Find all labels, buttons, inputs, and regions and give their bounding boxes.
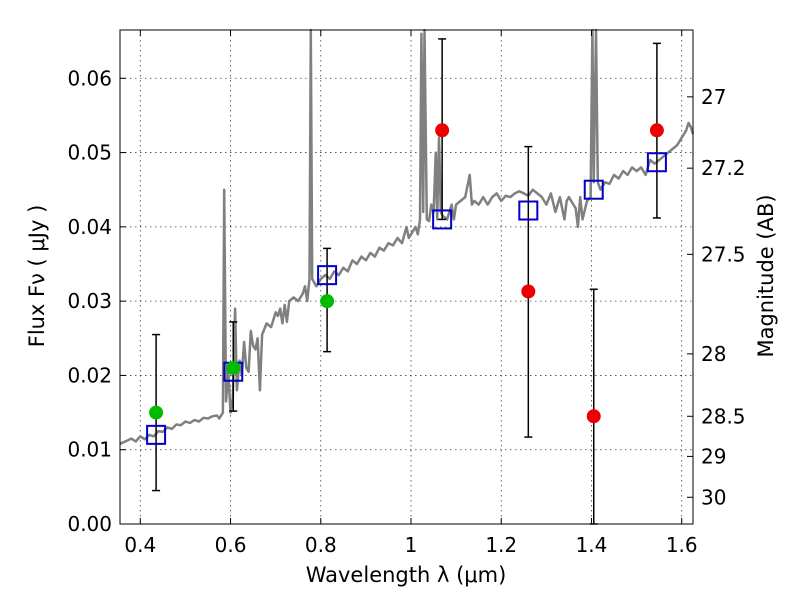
y2-tick-label: 27.2 (701, 156, 746, 180)
spectrum-layer (119, 28, 695, 445)
red-circle-marker (586, 409, 601, 424)
green-circle-marker (320, 294, 335, 309)
tick-layer (120, 30, 693, 525)
x-tick-label: 0.8 (305, 533, 337, 557)
model-square-marker (317, 265, 338, 286)
green-circle-marker (226, 361, 241, 375)
y-tick-label: 0.00 (67, 512, 112, 536)
marker-layer (146, 123, 667, 445)
x-axis-label: Wavelength λ (μm) (306, 563, 507, 587)
y-axis-label: Flux Fν ( μJy ) (25, 205, 49, 348)
model-square-marker (518, 200, 539, 221)
model-square-marker (583, 179, 604, 200)
y2-tick-label: 30 (701, 485, 726, 509)
green-circle-marker (149, 405, 164, 420)
plot-frame (119, 29, 694, 525)
y2-tick-label: 27 (701, 85, 726, 109)
y2-axis-label: Magnitude (AB) (754, 194, 778, 357)
y2-tick-label: 28 (701, 342, 726, 366)
y-tick-label: 0.02 (67, 363, 112, 387)
y-tick-label: 0.04 (67, 215, 112, 239)
y-tick-label: 0.06 (67, 66, 112, 90)
x-tick-label: 1 (405, 533, 418, 557)
y-tick-label: 0.05 (67, 141, 112, 165)
y2-tick-label: 29 (701, 444, 726, 468)
model-square-marker (432, 209, 453, 230)
y-tick-label: 0.03 (67, 289, 112, 313)
y-tick-label: 0.01 (67, 438, 112, 462)
y2-tick-label: 28.5 (701, 404, 746, 428)
label-layer: 0.4 0.6 0.8 1 1.2 1.4 1.6 0.00 0.01 0.02 0.03 0.04 0… (67, 66, 745, 557)
x-tick-label: 1.4 (576, 533, 608, 557)
model-square-marker (146, 424, 167, 445)
x-tick-label: 0.6 (215, 533, 247, 557)
red-circle-marker (435, 123, 450, 138)
model-square-marker (646, 152, 667, 173)
y2-tick-label: 27.5 (701, 242, 746, 266)
x-tick-label: 1.2 (485, 533, 517, 557)
x-tick-label: 0.4 (124, 533, 156, 557)
spectrum-line (119, 28, 695, 445)
red-circle-marker (521, 284, 536, 299)
x-tick-label: 1.6 (666, 533, 698, 557)
red-circle-marker (649, 123, 664, 138)
